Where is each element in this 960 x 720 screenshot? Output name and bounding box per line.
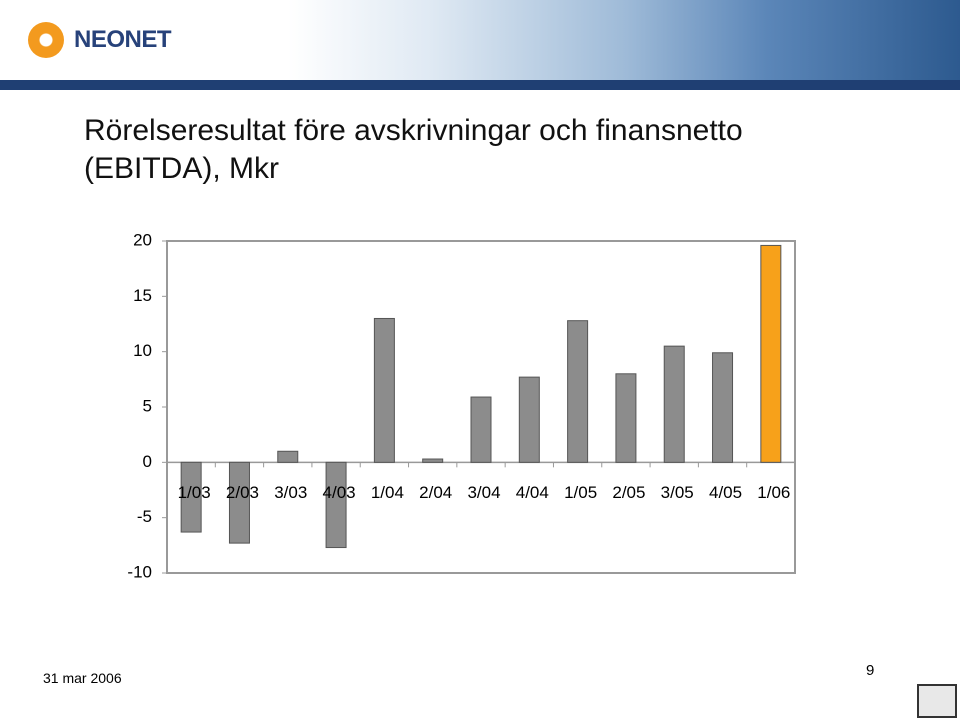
x-tick-label: 4/03 (323, 483, 356, 502)
x-tick-label: 1/05 (564, 483, 597, 502)
header-bar (0, 80, 960, 90)
page-number: 9 (866, 662, 875, 679)
logo-text: NEONET (74, 26, 172, 53)
slide-title: Rörelseresultat före avskrivningar och f… (84, 114, 743, 185)
y-tick-label: 20 (133, 230, 152, 249)
bar (373, 317, 395, 463)
header-banner (0, 0, 960, 80)
bar (180, 461, 202, 533)
bar (615, 373, 637, 463)
x-tick-label: 4/05 (709, 483, 742, 502)
bar (760, 244, 782, 463)
x-tick-label: 3/03 (274, 483, 307, 502)
bar (518, 376, 540, 463)
bar (470, 396, 492, 463)
x-tick-label: 2/05 (612, 483, 645, 502)
y-tick-label: 10 (133, 341, 152, 360)
footer-date: 31 mar 2006 (43, 670, 122, 686)
bar (325, 461, 347, 549)
y-tick-label: 15 (133, 286, 152, 305)
bar (567, 320, 589, 463)
y-tick-label: 0 (143, 452, 152, 471)
bar (228, 461, 250, 544)
x-tick-label: 2/04 (419, 483, 452, 502)
x-tick-label: 4/04 (516, 483, 549, 502)
y-tick-label: -10 (127, 562, 152, 581)
logo-mark (28, 22, 64, 58)
bar (663, 345, 685, 463)
nav-button[interactable] (917, 684, 957, 718)
x-tick-label: 1/06 (757, 483, 790, 502)
x-tick-label: 3/04 (467, 483, 500, 502)
bar (422, 458, 444, 463)
y-tick-label: -5 (137, 507, 152, 526)
logo: NEONET (28, 22, 172, 58)
x-tick-label: 1/03 (178, 483, 211, 502)
x-tick-label: 2/03 (226, 483, 259, 502)
bar (712, 352, 734, 463)
x-tick-label: 1/04 (371, 483, 404, 502)
y-tick-label: 5 (143, 396, 152, 415)
x-tick-label: 3/05 (661, 483, 694, 502)
bar (277, 450, 299, 463)
